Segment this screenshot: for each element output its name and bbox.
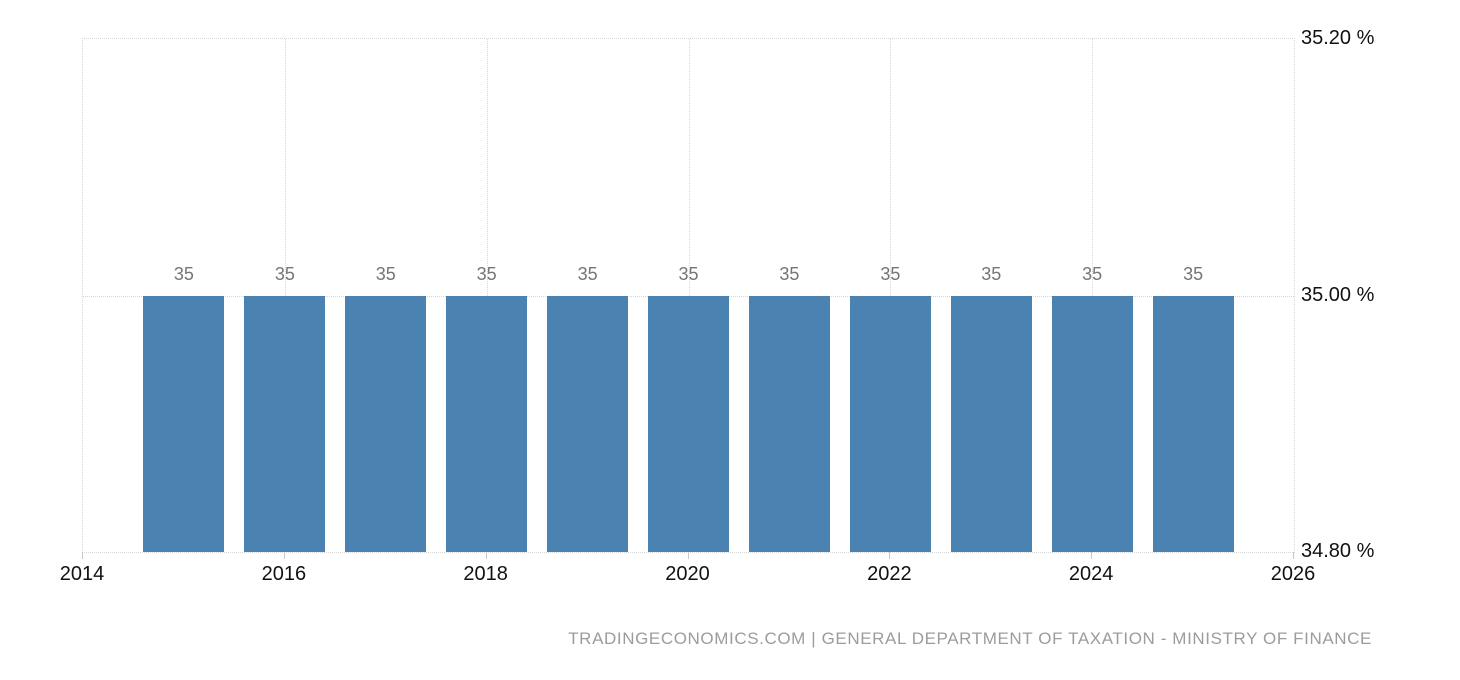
x-axis-tick	[889, 552, 891, 559]
plot-area: 35 35 35 35 35 35 35 35 35 35 35	[82, 38, 1295, 553]
x-axis-tick	[1293, 552, 1294, 559]
bar-value-label: 35	[1183, 263, 1204, 284]
bar-2017[interactable]	[345, 295, 427, 552]
bar-2024[interactable]	[1051, 295, 1133, 552]
bar-2025[interactable]	[1152, 295, 1234, 552]
x-axis-tick	[82, 552, 83, 559]
x-axis-tick	[283, 552, 285, 559]
x-axis-tick	[687, 552, 689, 559]
bar-2019[interactable]	[547, 295, 629, 552]
bar-value-label: 35	[476, 263, 497, 284]
x-axis-label: 2024	[1068, 563, 1114, 585]
x-axis-label: 2018	[463, 563, 508, 585]
x-axis-label: 2014	[59, 563, 105, 585]
bar-2020[interactable]	[648, 295, 729, 552]
x-axis-label: 2022	[867, 563, 912, 585]
bar-value-label: 35	[678, 263, 699, 284]
footer-attribution: TRADINGECONOMICS.COM | GENERAL DEPARTMEN…	[568, 629, 1372, 648]
bar-2015[interactable]	[143, 295, 225, 552]
bar-value-label: 35	[173, 263, 194, 284]
y-axis-label: 35.20 %	[1301, 27, 1375, 49]
bar-value-label: 35	[981, 263, 1002, 284]
bar-2018[interactable]	[446, 295, 528, 552]
bar-2022[interactable]	[849, 295, 931, 552]
bar-value-label: 35	[1082, 263, 1103, 284]
x-axis-label: 2026	[1270, 563, 1316, 585]
bar-value-label: 35	[880, 263, 901, 284]
bar-value-label: 35	[779, 263, 800, 284]
y-axis-label: 34.80 %	[1301, 540, 1375, 562]
x-axis-label: 2020	[665, 563, 710, 585]
x-axis-tick	[485, 552, 487, 559]
x-axis-tick	[1091, 552, 1093, 559]
y-axis-label: 35.00 %	[1301, 283, 1375, 306]
bar-value-label: 35	[577, 263, 598, 284]
bar-2016[interactable]	[244, 295, 326, 552]
bar-2023[interactable]	[950, 295, 1032, 552]
bar-2021[interactable]	[748, 295, 830, 552]
x-axis-label: 2016	[261, 563, 307, 585]
bar-value-label: 35	[375, 263, 396, 284]
bar-value-label: 35	[274, 263, 295, 284]
